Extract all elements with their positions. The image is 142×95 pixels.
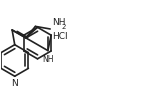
Text: HCl: HCl — [52, 32, 67, 41]
Text: NH: NH — [42, 55, 54, 64]
Text: NH: NH — [52, 19, 65, 27]
Text: 2: 2 — [61, 24, 66, 30]
Text: N: N — [11, 79, 18, 88]
